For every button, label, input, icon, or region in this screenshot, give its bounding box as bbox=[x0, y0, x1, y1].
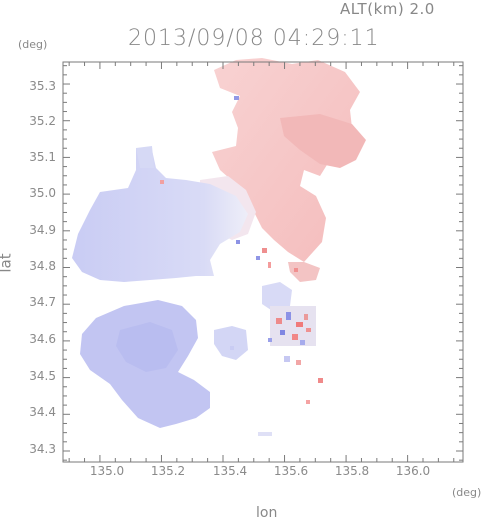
blue-region-mid bbox=[214, 326, 248, 360]
x-tick-label: 135.8 bbox=[335, 464, 369, 478]
y-axis-unit: (deg) bbox=[18, 38, 48, 51]
plot-frame bbox=[62, 61, 464, 463]
clutter-speckles bbox=[160, 96, 323, 436]
axis-ticks bbox=[63, 62, 463, 462]
x-axis-title: lon bbox=[256, 505, 278, 521]
x-tick-labels: 135.0 135.2 135.4 135.6 135.8 136.0 bbox=[90, 464, 430, 478]
x-tick-label: 135.0 bbox=[90, 464, 124, 478]
x-tick-label: 135.2 bbox=[151, 464, 185, 478]
red-region-north bbox=[212, 58, 360, 262]
y-tick-label: 35.0 bbox=[29, 186, 56, 200]
observation-datetime: 2013/09/08 04:29:11 bbox=[128, 26, 380, 51]
y-tick-label: 35.2 bbox=[29, 114, 56, 128]
x-axis-unit: (deg) bbox=[452, 486, 482, 499]
blue-region-upper bbox=[72, 148, 248, 282]
altitude-label: ALT(km) 2.0 bbox=[340, 0, 435, 18]
x-tick-label: 135.4 bbox=[213, 464, 247, 478]
y-tick-label: 34.3 bbox=[29, 442, 56, 456]
y-tick-label: 34.7 bbox=[29, 295, 56, 309]
blue-region-lower-inner bbox=[116, 322, 178, 372]
y-tick-labels: 35.3 35.2 35.1 35.0 34.9 34.8 34.7 34.6 … bbox=[29, 79, 56, 456]
y-tick-label: 34.4 bbox=[29, 405, 56, 419]
red-region-tail bbox=[288, 262, 320, 282]
y-tick-label: 34.6 bbox=[29, 332, 56, 346]
x-tick-label: 135.6 bbox=[274, 464, 308, 478]
blue-region-small bbox=[262, 282, 292, 312]
y-tick-label: 34.9 bbox=[29, 223, 56, 237]
velocity-field bbox=[72, 58, 366, 436]
y-tick-label: 35.1 bbox=[29, 150, 56, 164]
red-region-east bbox=[280, 114, 366, 168]
y-tick-label: 34.5 bbox=[29, 369, 56, 383]
x-tick-label: 136.0 bbox=[396, 464, 430, 478]
y-tick-label: 34.8 bbox=[29, 259, 56, 273]
y-tick-label: 35.3 bbox=[29, 79, 56, 93]
blue-region-notch bbox=[136, 146, 154, 168]
